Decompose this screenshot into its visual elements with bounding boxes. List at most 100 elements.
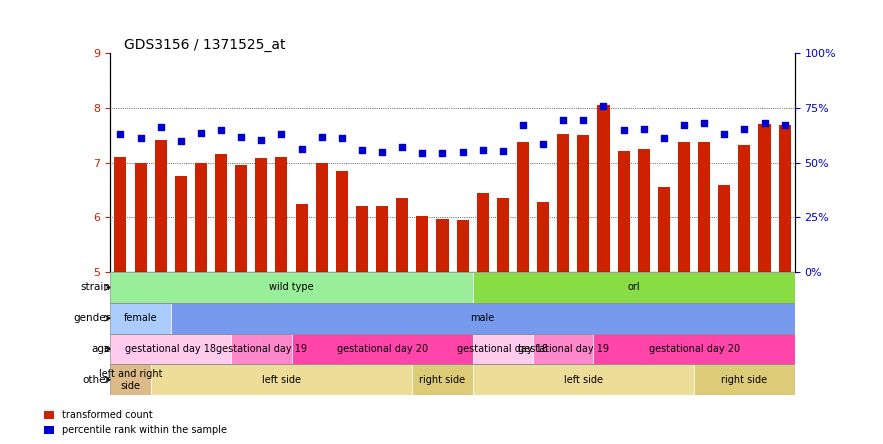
Bar [477,193,489,272]
Text: gestational day 20: gestational day 20 [648,344,740,354]
Point [456,148,470,155]
Bar [396,198,408,272]
Bar [658,187,670,272]
Bar [617,151,630,272]
Point [677,122,691,129]
Point [758,120,772,127]
Point [154,123,168,130]
FancyBboxPatch shape [170,303,795,333]
Bar [577,135,590,272]
Bar [517,142,529,272]
FancyBboxPatch shape [472,333,533,365]
FancyBboxPatch shape [151,365,412,395]
Bar [195,163,207,272]
Bar [175,176,187,272]
Bar [155,140,167,272]
Text: gestational day 19: gestational day 19 [517,344,608,354]
Bar [638,149,650,272]
Bar [457,220,469,272]
Point [596,102,610,109]
Text: left side: left side [262,375,301,385]
Point [275,131,289,138]
Bar [275,157,288,272]
Text: female: female [124,313,157,323]
Bar [255,159,268,272]
Point [637,125,651,132]
Bar [376,206,389,272]
Point [335,135,349,142]
FancyBboxPatch shape [110,333,231,365]
Text: other: other [82,375,110,385]
Point [355,146,369,153]
FancyBboxPatch shape [291,333,472,365]
Bar [296,204,307,272]
Point [577,116,591,123]
Point [194,130,208,137]
Point [174,137,188,144]
Point [415,149,429,156]
Point [375,148,389,155]
FancyBboxPatch shape [533,333,593,365]
Bar [235,166,247,272]
FancyBboxPatch shape [694,365,795,395]
Point [778,122,792,129]
Point [536,140,550,147]
Text: gestational day 18: gestational day 18 [457,344,548,354]
Bar [779,126,790,272]
Point [657,135,671,142]
Point [113,131,127,138]
Text: right side: right side [419,375,465,385]
FancyBboxPatch shape [472,272,795,303]
Point [435,149,449,156]
Bar [698,142,710,272]
Point [476,146,490,153]
Point [556,116,570,123]
Point [697,120,711,127]
Text: gestational day 20: gestational day 20 [336,344,427,354]
Text: age: age [91,344,110,354]
Bar [738,145,751,272]
Point [495,147,509,154]
Point [717,131,731,138]
Text: GDS3156 / 1371525_at: GDS3156 / 1371525_at [124,38,285,52]
Text: right side: right side [721,375,767,385]
Bar [134,163,147,272]
Bar [356,206,368,272]
Text: male: male [471,313,494,323]
Bar [336,171,348,272]
Point [616,126,630,133]
Bar [316,163,328,272]
FancyBboxPatch shape [412,365,472,395]
FancyBboxPatch shape [231,333,291,365]
Point [234,133,248,140]
Text: left and right
side: left and right side [99,369,162,391]
Text: orl: orl [627,282,640,293]
Bar [758,124,771,272]
Text: left side: left side [564,375,603,385]
Bar [497,198,509,272]
Text: strain: strain [80,282,110,293]
Point [254,136,268,143]
Bar [115,157,126,272]
Point [214,126,228,133]
FancyBboxPatch shape [110,303,170,333]
Point [314,133,328,140]
Text: gender: gender [73,313,110,323]
FancyBboxPatch shape [472,365,694,395]
Bar [215,155,227,272]
Bar [678,142,690,272]
FancyBboxPatch shape [593,333,795,365]
Text: wild type: wild type [269,282,313,293]
Bar [718,185,730,272]
Point [737,125,751,132]
Text: gestational day 18: gestational day 18 [125,344,216,354]
Bar [436,219,449,272]
Bar [557,134,570,272]
Bar [537,202,549,272]
Text: gestational day 19: gestational day 19 [215,344,306,354]
FancyBboxPatch shape [110,365,151,395]
FancyBboxPatch shape [110,272,472,303]
Bar [598,105,609,272]
Legend: transformed count, percentile rank within the sample: transformed count, percentile rank withi… [41,407,230,439]
Point [516,122,530,129]
